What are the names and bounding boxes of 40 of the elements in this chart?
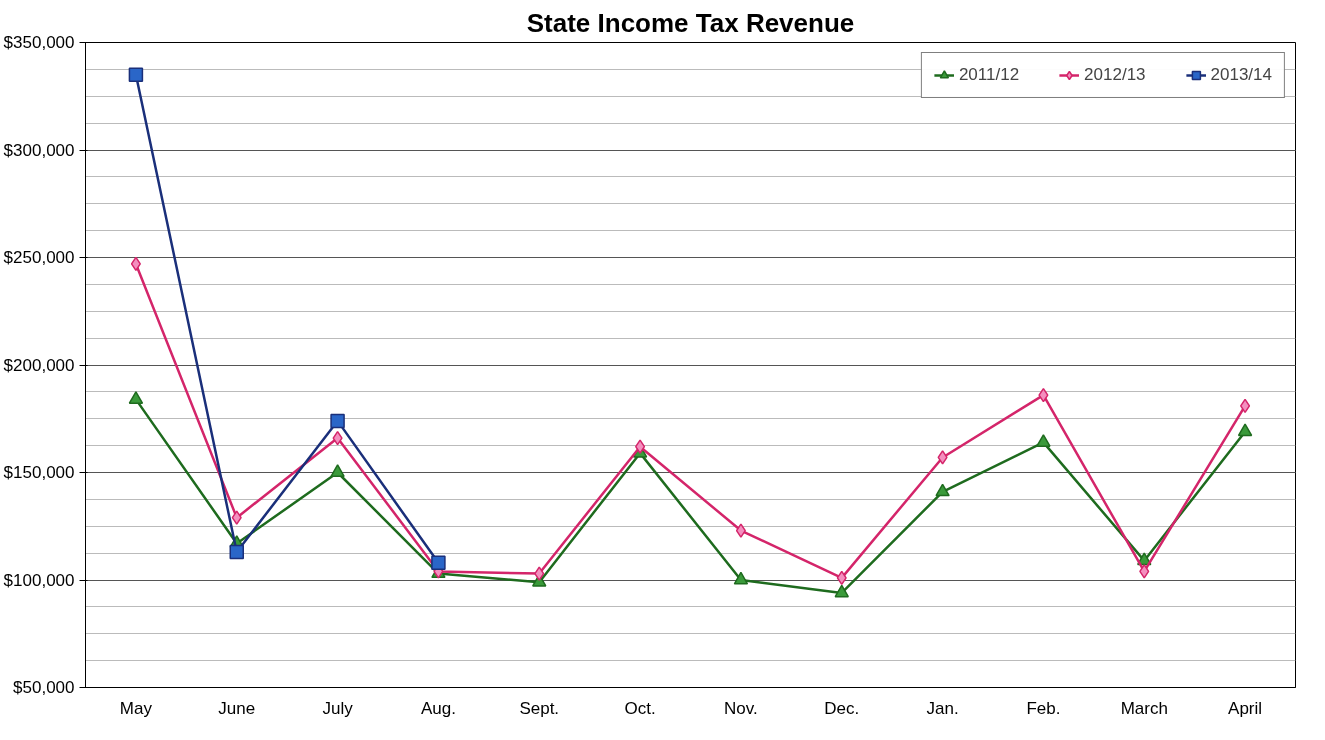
- x-tick-label: Sept.: [519, 698, 560, 718]
- y-tick-label: $300,000: [3, 140, 75, 160]
- point: [128, 67, 144, 82]
- x-tick-label: July: [322, 698, 354, 718]
- point: [733, 571, 749, 585]
- y-tick-label: $150,000: [3, 463, 75, 482]
- x-tick-label: Dec.: [824, 698, 860, 718]
- point: [229, 544, 244, 560]
- x-tick-label: April: [1228, 698, 1263, 718]
- x-tick-label: Jan.: [926, 698, 959, 718]
- legend-label: 2013/14: [1210, 65, 1272, 85]
- x-tick-label: June: [218, 698, 256, 718]
- x-tick-label: May: [119, 698, 153, 718]
- point: [330, 464, 345, 477]
- y-tick-label: $200,000: [3, 355, 75, 375]
- point: [937, 450, 948, 465]
- y-tick-label: $50,000: [13, 678, 75, 697]
- x-tick-label: Feb.: [1026, 698, 1061, 718]
- point: [1237, 423, 1253, 437]
- chart-title: State Income Tax Revenue: [526, 7, 855, 38]
- point: [834, 584, 849, 598]
- y-tick-label: $100,000: [3, 570, 75, 590]
- point: [431, 555, 446, 571]
- point: [935, 483, 950, 497]
- point: [1139, 564, 1150, 579]
- point: [231, 510, 242, 525]
- y-tick-label: $350,000: [3, 33, 75, 52]
- x-tick-label: Nov.: [724, 698, 758, 718]
- legend-label: 2011/12: [958, 65, 1020, 85]
- y-tick-label: $250,000: [3, 248, 75, 267]
- point: [534, 566, 545, 581]
- point: [1036, 434, 1051, 447]
- point: [735, 523, 746, 538]
- x-tick-label: Aug.: [420, 698, 456, 718]
- x-tick-label: March: [1120, 698, 1168, 718]
- point: [128, 391, 144, 404]
- point: [635, 439, 646, 454]
- legend-label: 2012/13: [1084, 65, 1146, 85]
- point: [330, 413, 345, 429]
- x-tick-label: Oct.: [624, 698, 656, 718]
